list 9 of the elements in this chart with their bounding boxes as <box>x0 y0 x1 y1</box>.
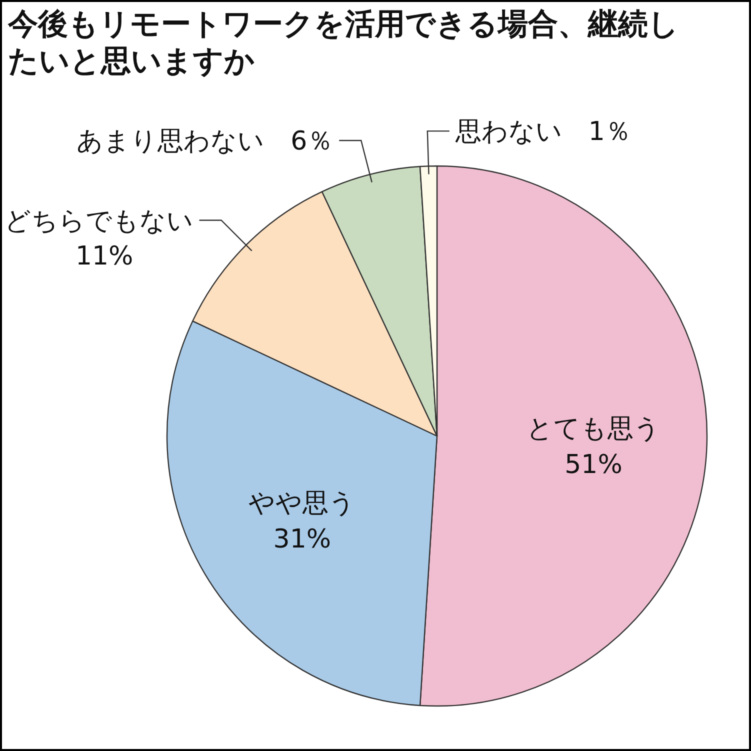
slice-label: 思わない 1％ <box>454 117 631 148</box>
data-label: 31% <box>273 524 332 555</box>
chart-title: 今後もリモートワークを活用できる場合、継続したいと思いますか <box>8 6 680 80</box>
slice-label: とても思う <box>526 414 661 444</box>
slice-label: どちらでもない <box>4 206 194 236</box>
slice-label: やや思う <box>248 488 356 519</box>
slice-label: あまり思わない 6％ <box>76 126 334 156</box>
data-label: 51% <box>564 450 622 480</box>
data-label: 11% <box>75 241 134 272</box>
